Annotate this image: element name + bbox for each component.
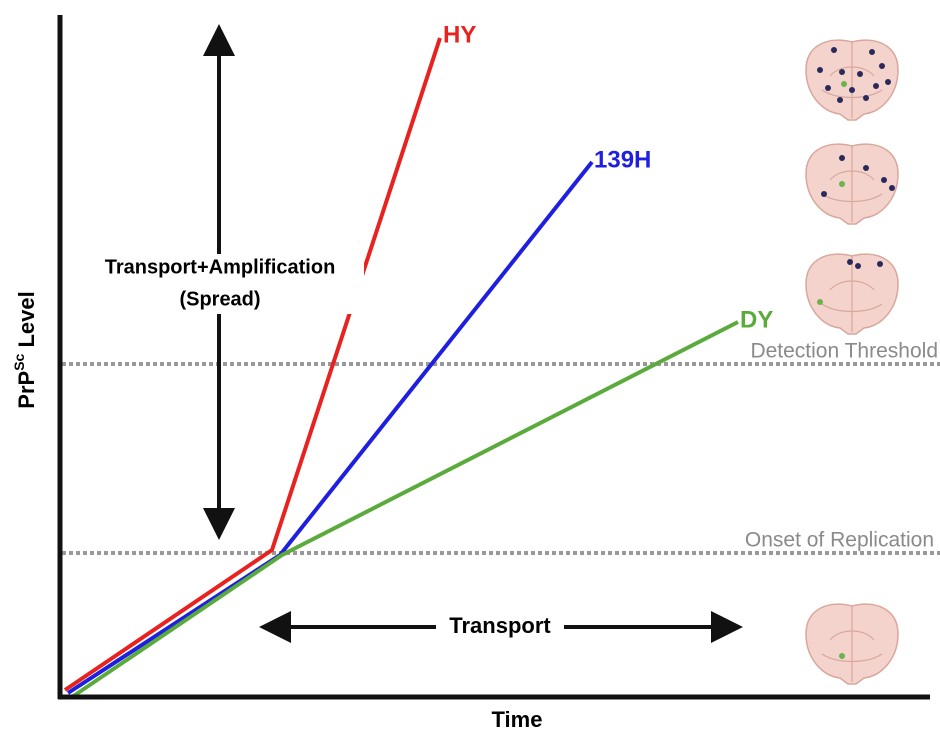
threshold-label: Onset of Replication xyxy=(745,529,934,552)
x-axis-label: Time xyxy=(492,707,543,731)
brain-icon xyxy=(806,144,898,224)
brain-icon xyxy=(806,40,898,120)
annotation: Transport xyxy=(449,613,551,638)
annotation: (Spread) xyxy=(179,288,260,310)
brain-icon xyxy=(806,254,898,334)
y-axis-label: PrPSc Level xyxy=(11,291,39,408)
brain-icon xyxy=(806,604,898,684)
diagram: Detection Threshold Onset of Replication… xyxy=(0,0,940,731)
curve-label: HY xyxy=(443,21,476,48)
threshold-label: Detection Threshold xyxy=(750,340,938,363)
annotation: Transport+Amplification xyxy=(105,256,336,278)
curve-label: 139H xyxy=(594,146,651,173)
curve xyxy=(72,322,738,697)
curve-label: DY xyxy=(740,306,773,333)
